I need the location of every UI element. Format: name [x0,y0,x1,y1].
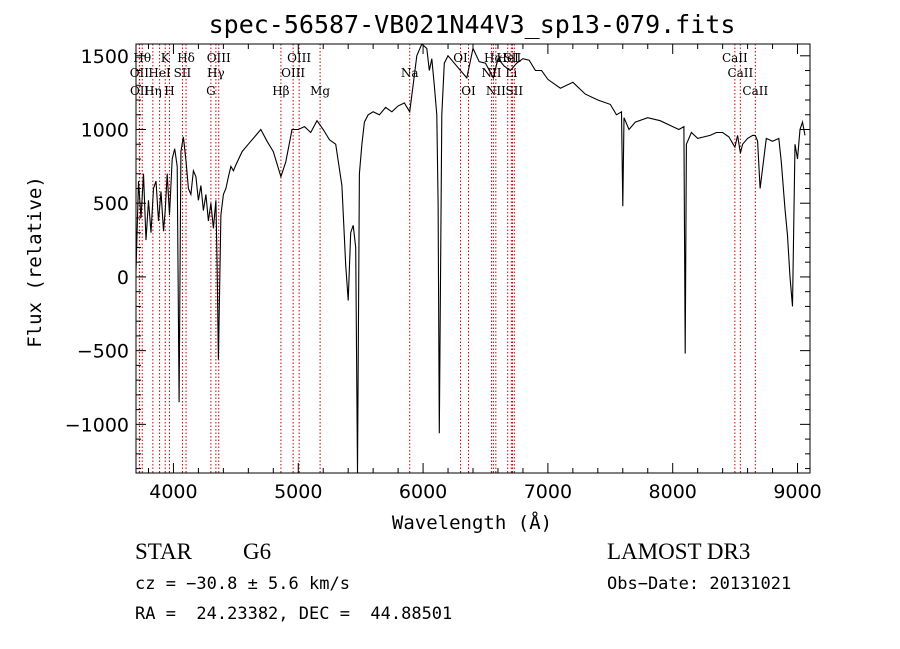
line-marker-label: Li [505,66,517,80]
line-marker-label: K [161,51,171,65]
line-marker-label: OIII [207,51,231,65]
x-tick-label: 6000 [399,481,447,503]
line-marker-label: CaII [742,84,768,98]
y-tick-label: 500 [93,193,129,215]
y-axis-label: Flux (relative) [24,176,46,348]
line-marker-labels: OIIOIIHθHηHeIKHSIIHδGHγOIIIHβOIIIOIIIMgN… [130,51,769,98]
line-marker-label: NII [481,66,501,80]
x-tick-label: 7000 [524,481,572,503]
object-class: STAR [135,539,192,564]
line-marker-label: HeI [497,51,520,65]
y-tick-label: 0 [117,267,129,289]
line-marker-label: Hδ [177,51,195,65]
x-axis: 4000 5000 6000 7000 8000 9000 [147,44,822,503]
coordinates: RA = 24.23382, DEC = 44.88501 [135,604,453,624]
y-axis: −1000 −500 0 500 1000 1500 [65,46,810,470]
y-tick-label: 1500 [81,46,129,68]
survey-name: LAMOST DR3 [607,539,751,564]
line-marker-label: OI [461,84,476,98]
line-marker-label: CaII [727,66,753,80]
line-marker-label: H [164,84,174,98]
y-tick-label: −500 [77,341,129,363]
line-marker-label: SII [504,51,522,65]
line-marker-label: SII [174,66,192,80]
y-tick-label: 1000 [81,120,129,142]
observation-date: Obs−Date: 20131021 [607,574,792,594]
x-axis-label: Wavelength (Å) [392,511,552,534]
line-marker-label: OIII [287,51,311,65]
line-marker-label: Hβ [272,84,289,98]
redshift-velocity: cz = −30.8 ± 5.6 km/s [135,574,350,594]
line-marker-label: Mg [310,84,330,98]
line-marker-label: Hθ [133,51,151,65]
chart-title: spec-56587-VB021N44V3_sp13-079.fits [209,10,736,39]
line-marker-label: NII [486,84,506,98]
line-marker-label: Na [401,66,419,80]
spectrum-line [135,43,806,474]
line-marker-label: Hα [484,51,503,65]
x-tick-label: 4000 [149,481,197,503]
line-markers [138,44,756,473]
line-marker-label: Hη [144,84,162,98]
plot-frame [135,43,811,474]
line-marker-label: OII [130,84,150,98]
x-tick-label: 8000 [649,481,697,503]
line-marker-label: OI [453,51,468,65]
line-marker-label: CaII [722,51,748,65]
line-marker-label: Hγ [207,66,225,80]
y-tick-label: −1000 [65,414,129,436]
line-marker-label: SII [505,84,523,98]
line-marker-label: HeI [148,66,171,80]
line-marker-label: G [206,84,216,98]
line-marker-label: OII [130,66,150,80]
object-subclass: G6 [243,539,272,564]
line-marker-label: OIII [281,66,305,80]
x-tick-label: 5000 [274,481,322,503]
x-tick-label: 9000 [773,481,821,503]
